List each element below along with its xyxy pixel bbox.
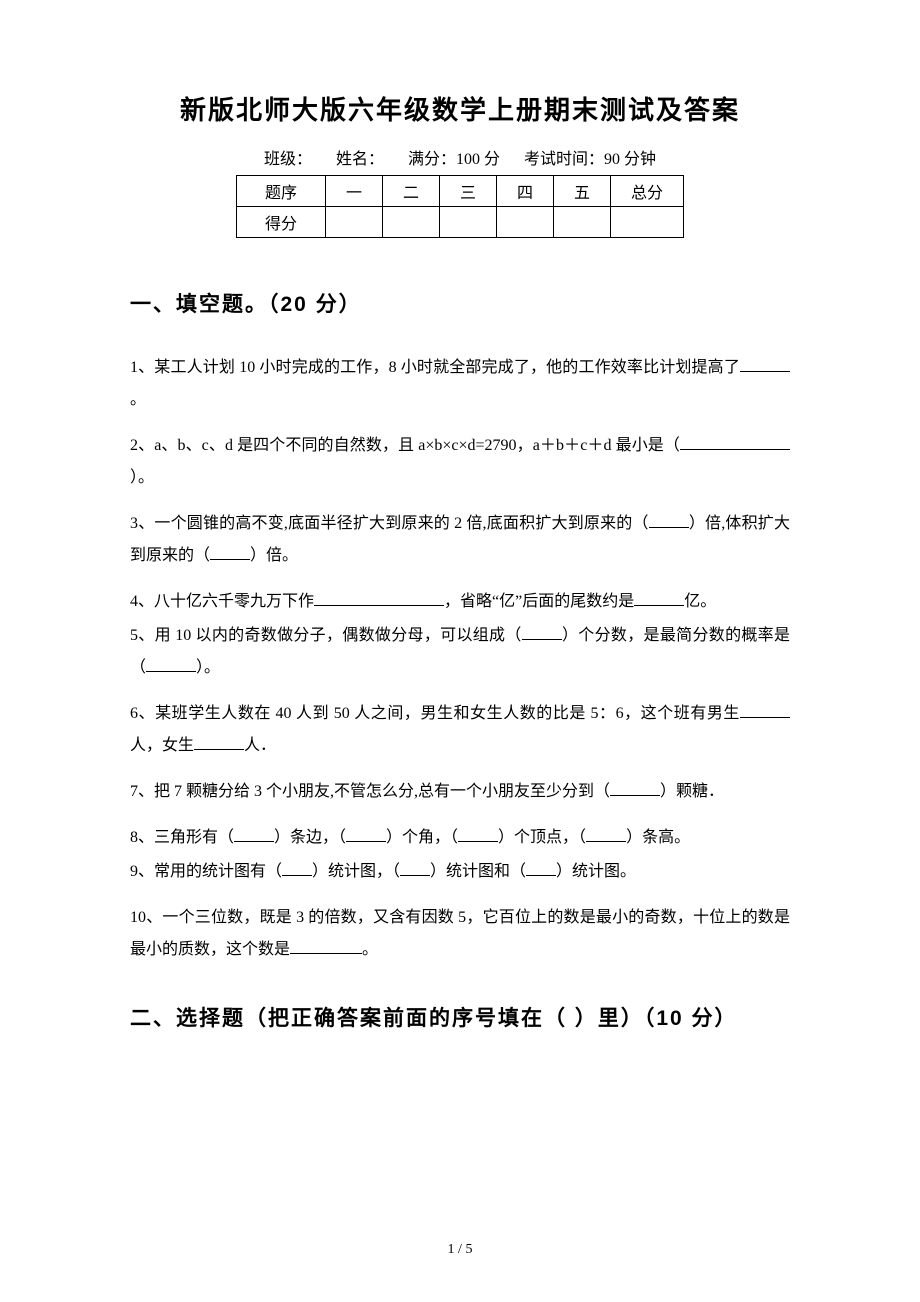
blank xyxy=(740,717,790,718)
blank xyxy=(526,875,556,876)
score-cell xyxy=(554,207,611,238)
q8-text-e: ）条高。 xyxy=(626,829,690,846)
blank xyxy=(740,371,790,372)
q8-text-d: ）个顶点，（ xyxy=(498,829,586,846)
page-title: 新版北师大版六年级数学上册期末测试及答案 xyxy=(130,90,790,127)
q9-text-c: ）统计图和（ xyxy=(430,863,526,880)
col-total: 总分 xyxy=(611,176,684,207)
page: 新版北师大版六年级数学上册期末测试及答案 班级： 姓名： 满分：100 分 考试… xyxy=(0,0,920,1302)
blank xyxy=(400,875,430,876)
blank xyxy=(210,559,250,560)
q5-text-c: ）。 xyxy=(196,659,220,676)
blank xyxy=(346,841,386,842)
score-cell xyxy=(611,207,684,238)
q4-text-b: ，省略“亿”后面的尾数约是 xyxy=(444,593,634,610)
q6-text-b: 人，女生 xyxy=(130,737,194,754)
q10-text-b: 。 xyxy=(362,941,378,958)
question-1: 1、某工人计划 10 小时完成的工作，8 小时就全部完成了，他的工作效率比计划提… xyxy=(130,352,790,416)
name-label: 姓名： xyxy=(336,145,384,169)
blank xyxy=(458,841,498,842)
q7-text-a: 7、把 7 颗糖分给 3 个小朋友,不管怎么分,总有一个小朋友至少分到（ xyxy=(130,783,610,800)
blank xyxy=(282,875,312,876)
q2-text-b: ）。 xyxy=(130,469,154,486)
q4-text-a: 4、八十亿六千零九万下作 xyxy=(130,593,314,610)
q8-text-c: ）个角，（ xyxy=(386,829,458,846)
time-label: 考试时间：90 分钟 xyxy=(524,145,656,169)
score-cell xyxy=(440,207,497,238)
row1-label: 题序 xyxy=(237,176,326,207)
score-cell xyxy=(497,207,554,238)
q7-text-b: ）颗糖． xyxy=(660,783,724,800)
q9-text-a: 9、常用的统计图有（ xyxy=(130,863,282,880)
blank xyxy=(634,605,684,606)
row2-label: 得分 xyxy=(237,207,326,238)
q2-text-a: 2、a、b、c、d 是四个不同的自然数，且 a×b×c×d=2790，a＋b＋c… xyxy=(130,437,680,454)
table-row: 得分 xyxy=(237,207,684,238)
col-5: 五 xyxy=(554,176,611,207)
q4-text-c: 亿。 xyxy=(684,593,716,610)
section-heading-fill: 一、填空题。（20 分） xyxy=(130,288,790,318)
question-10: 10、一个三位数，既是 3 的倍数，又含有因数 5，它百位上的数是最小的奇数，十… xyxy=(130,902,790,966)
col-2: 二 xyxy=(383,176,440,207)
q5-text-a: 5、用 10 以内的奇数做分子，偶数做分母，可以组成（ xyxy=(130,627,522,644)
score-table: 题序 一 二 三 四 五 总分 得分 xyxy=(236,175,684,238)
question-8: 8、三角形有（ ）条边，（ ）个角，（ ）个顶点，（ ）条高。 xyxy=(130,822,790,854)
score-cell xyxy=(326,207,383,238)
q8-text-b: ）条边，（ xyxy=(274,829,346,846)
q1-text-a: 1、某工人计划 10 小时完成的工作，8 小时就全部完成了，他的工作效率比计划提… xyxy=(130,359,740,376)
blank xyxy=(586,841,626,842)
question-6: 6、某班学生人数在 40 人到 50 人之间，男生和女生人数的比是 5：6，这个… xyxy=(130,698,790,762)
question-2: 2、a、b、c、d 是四个不同的自然数，且 a×b×c×d=2790，a＋b＋c… xyxy=(130,430,790,494)
page-number: 1 / 5 xyxy=(0,1242,920,1258)
blank xyxy=(610,795,660,796)
question-5: 5、用 10 以内的奇数做分子，偶数做分母，可以组成（）个分数，是最简分数的概率… xyxy=(130,620,790,684)
q1-text-b: 。 xyxy=(130,391,146,408)
q6-text-c: 人． xyxy=(244,737,276,754)
q3-text-c: ）倍。 xyxy=(250,547,298,564)
col-1: 一 xyxy=(326,176,383,207)
pager-sep: / xyxy=(455,1242,466,1257)
question-4: 4、八十亿六千零九万下作 ，省略“亿”后面的尾数约是 亿。 xyxy=(130,586,790,618)
blank xyxy=(146,671,196,672)
score-cell xyxy=(383,207,440,238)
col-3: 三 xyxy=(440,176,497,207)
blank xyxy=(680,449,790,450)
col-4: 四 xyxy=(497,176,554,207)
blank xyxy=(194,749,244,750)
q9-text-d: ）统计图。 xyxy=(556,863,636,880)
question-3: 3、一个圆锥的高不变,底面半径扩大到原来的 2 倍,底面积扩大到原来的（）倍,体… xyxy=(130,508,790,572)
blank xyxy=(234,841,274,842)
question-7: 7、把 7 颗糖分给 3 个小朋友,不管怎么分,总有一个小朋友至少分到（ ）颗糖． xyxy=(130,776,790,808)
blank xyxy=(290,953,362,954)
pager-current: 1 xyxy=(448,1242,455,1257)
q3-text-a: 3、一个圆锥的高不变,底面半径扩大到原来的 2 倍,底面积扩大到原来的（ xyxy=(130,515,649,532)
blank xyxy=(314,605,444,606)
blank xyxy=(649,527,689,528)
meta-row: 班级： 姓名： 满分：100 分 考试时间：90 分钟 xyxy=(130,145,790,169)
table-row: 题序 一 二 三 四 五 总分 xyxy=(237,176,684,207)
fullscore-label: 满分：100 分 xyxy=(408,145,500,169)
q8-text-a: 8、三角形有（ xyxy=(130,829,234,846)
q9-text-b: ）统计图，（ xyxy=(312,863,400,880)
question-9: 9、常用的统计图有（ ）统计图，（ ）统计图和（ ）统计图。 xyxy=(130,856,790,888)
q6-text-a: 6、某班学生人数在 40 人到 50 人之间，男生和女生人数的比是 5：6，这个… xyxy=(130,705,740,722)
blank xyxy=(522,639,562,640)
class-label: 班级： xyxy=(264,145,312,169)
section-heading-choice: 二、选择题（把正确答案前面的序号填在（ ）里）（10 分） xyxy=(130,1002,790,1032)
pager-total: 5 xyxy=(465,1242,472,1257)
q10-text-a: 10、一个三位数，既是 3 的倍数，又含有因数 5，它百位上的数是最小的奇数，十… xyxy=(130,909,790,958)
